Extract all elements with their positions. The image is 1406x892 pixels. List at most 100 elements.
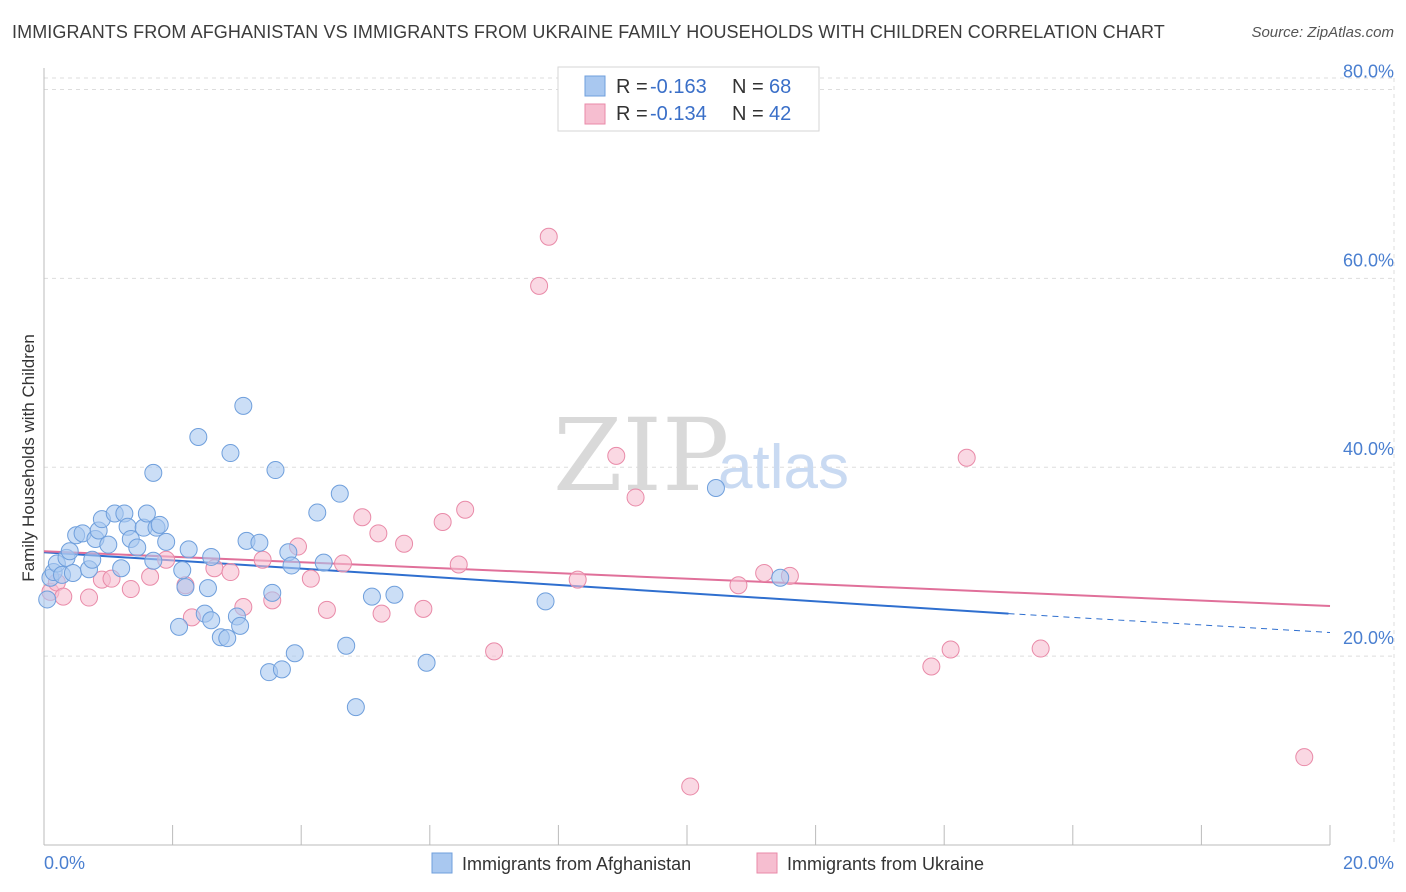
afghanistan-point: [83, 550, 102, 569]
afghanistan-point: [285, 644, 304, 663]
ukraine-point: [456, 500, 475, 519]
watermark-atlas: atlas: [718, 433, 849, 502]
source-credit: Source: ZipAtlas.com: [1251, 24, 1394, 41]
legend-r-value-ukraine: -0.134: [650, 103, 707, 125]
bottom-legend-swatch-ukraine: [756, 852, 778, 874]
ukraine-point: [957, 448, 976, 467]
afghanistan-point: [99, 535, 118, 554]
ukraine-point: [333, 554, 352, 573]
ukraine-point: [395, 534, 414, 553]
afghanistan-point: [417, 653, 436, 672]
afghanistan-point: [263, 583, 282, 602]
afghanistan-point: [38, 590, 57, 609]
afghanistan-point: [144, 551, 163, 570]
afghanistan-point: [266, 461, 285, 480]
ukraine-point: [681, 777, 700, 796]
ukraine-point: [539, 227, 558, 246]
ukraine-point: [317, 600, 336, 619]
ukraine-point: [301, 569, 320, 588]
afghanistan-point: [231, 616, 250, 635]
afghanistan-point: [218, 629, 237, 648]
afghanistan-point: [282, 556, 301, 575]
chart-title: IMMIGRANTS FROM AFGHANISTAN VS IMMIGRANT…: [12, 22, 1165, 42]
afghanistan-point: [346, 698, 365, 717]
afghanistan-point: [128, 538, 147, 557]
y-tick-label: 80.0%: [1343, 61, 1394, 81]
ukraine-point: [54, 587, 73, 606]
afghanistan-point: [314, 553, 333, 572]
x-tick-label-max: 20.0%: [1343, 853, 1394, 873]
legend-n-value-ukraine: 42: [769, 103, 791, 125]
legend-n-label-ukraine: N =: [732, 103, 764, 125]
ukraine-point: [141, 567, 160, 586]
correlation-legend: R = -0.163 N = 68 R = -0.134 N = 42: [557, 66, 820, 132]
afghanistan-point: [170, 617, 189, 636]
afghanistan-point: [362, 587, 381, 606]
ukraine-point: [369, 524, 388, 543]
legend-r-value-afghanistan: -0.163: [650, 76, 707, 98]
ukraine-point: [530, 276, 549, 295]
ukraine-point: [433, 513, 452, 531]
afghanistan-point: [221, 444, 240, 463]
afghanistan-point: [173, 561, 192, 580]
afghanistan-point: [112, 559, 131, 578]
ukraine-point: [121, 580, 140, 599]
afghanistan-point: [179, 540, 198, 559]
ukraine-point: [253, 550, 272, 569]
ukraine-point: [221, 563, 240, 582]
afghanistan-point: [330, 484, 349, 503]
legend-swatch-afghanistan: [584, 75, 606, 97]
legend-r-label-ukraine: R =: [616, 103, 648, 125]
x-tick-label-min: 0.0%: [44, 853, 85, 873]
series-legend: Immigrants from Afghanistan Immigrants f…: [431, 852, 984, 874]
afghanistan-point: [536, 592, 555, 611]
afghanistan-point: [176, 578, 195, 597]
afghanistan-point: [144, 463, 163, 482]
legend-swatch-ukraine: [584, 103, 606, 125]
y-tick-label: 40.0%: [1343, 439, 1394, 459]
afghanistan-point: [250, 533, 269, 552]
y-tick-labels: 20.0% 40.0% 60.0% 80.0%: [1343, 61, 1394, 648]
afghanistan-point: [771, 568, 790, 587]
y-tick-label: 60.0%: [1343, 250, 1394, 270]
afghanistan-point: [198, 579, 217, 598]
afghanistan-point: [202, 611, 221, 630]
afghanistan-point: [157, 532, 176, 551]
ukraine-point: [607, 446, 626, 465]
ukraine-point: [626, 488, 645, 507]
afghanistan-point: [308, 503, 327, 522]
afghanistan-trend-extension: [1008, 613, 1331, 633]
ukraine-point: [80, 588, 99, 607]
ukraine-point: [1295, 748, 1314, 767]
axes: [43, 68, 1331, 846]
legend-n-label-afghanistan: N =: [732, 76, 764, 98]
ukraine-point: [353, 508, 372, 527]
ukraine-point: [1031, 639, 1050, 658]
ukraine-point: [922, 657, 941, 676]
afghanistan-point: [272, 660, 291, 679]
ukraine-trend-line: [43, 550, 1331, 608]
afghanistan-point: [189, 428, 208, 446]
legend-n-value-afghanistan: 68: [769, 76, 791, 98]
afghanistan-point: [706, 479, 725, 497]
afghanistan-point: [150, 515, 169, 534]
afghanistan-point: [337, 636, 356, 655]
y-axis-label: Family Households with Children: [19, 334, 38, 582]
ukraine-point: [372, 604, 391, 623]
legend-r-label-afghanistan: R =: [616, 76, 648, 98]
afghanistan-point: [63, 564, 82, 582]
afghanistan-points: [38, 396, 790, 717]
afghanistan-point: [137, 504, 156, 523]
afghanistan-point: [234, 396, 253, 415]
ukraine-point: [941, 640, 960, 659]
bottom-legend-swatch-afghanistan: [431, 852, 453, 874]
afghanistan-point: [202, 547, 221, 566]
afghanistan-point: [385, 585, 404, 604]
y-tick-label: 20.0%: [1343, 628, 1394, 648]
bottom-legend-label-ukraine: Immigrants from Ukraine: [787, 854, 984, 874]
ukraine-point: [414, 599, 433, 618]
ukraine-point: [729, 576, 748, 595]
ukraine-point: [568, 570, 587, 589]
bottom-legend-label-afghanistan: Immigrants from Afghanistan: [462, 854, 691, 874]
